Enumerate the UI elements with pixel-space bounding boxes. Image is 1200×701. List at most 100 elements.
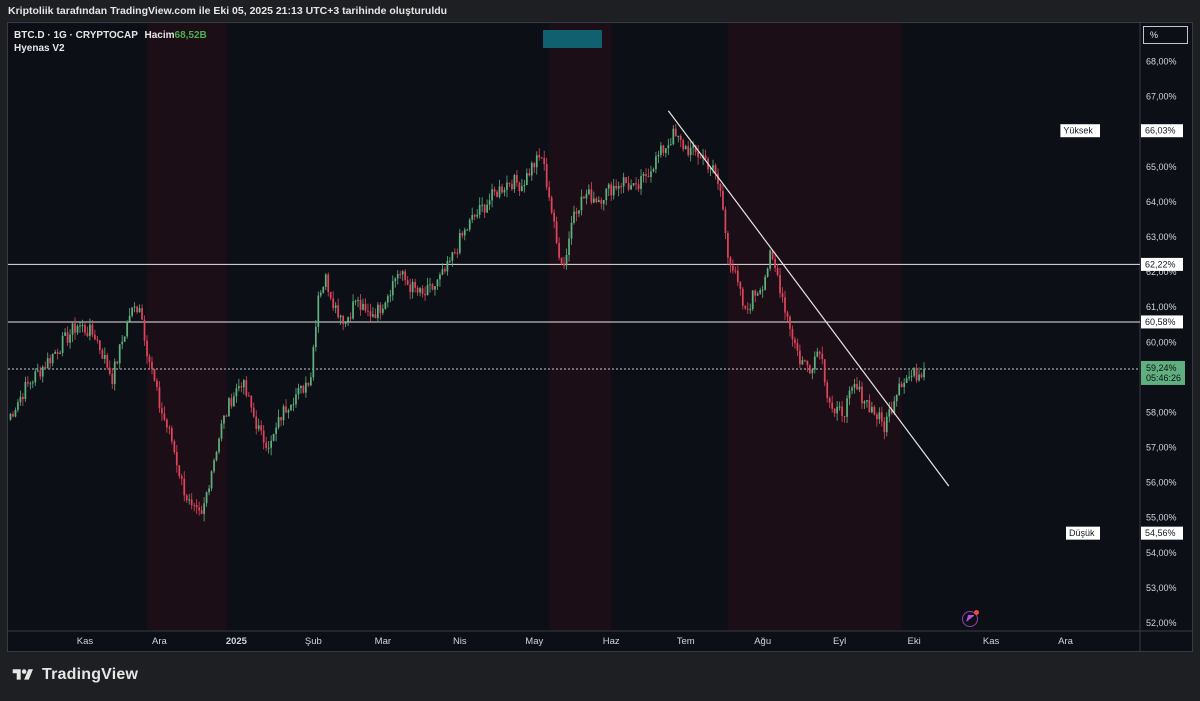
volume-value: 68,52B <box>174 30 207 41</box>
candle-body <box>404 271 407 281</box>
candle-body <box>297 387 300 395</box>
candle-body <box>496 191 498 197</box>
candle-body <box>533 163 536 168</box>
candle-body <box>309 377 312 386</box>
candle-body <box>178 465 181 477</box>
candle-body <box>771 250 774 259</box>
candle-body <box>324 274 327 288</box>
candle-body <box>689 147 692 156</box>
candle-body <box>570 222 573 239</box>
candle-body <box>667 145 670 149</box>
candle-body <box>213 460 215 472</box>
candle-body <box>592 198 595 203</box>
candle-body <box>503 189 506 193</box>
candle-body <box>481 204 484 206</box>
top-caption-bar: Kriptoliik tarafından TradingView.com il… <box>0 0 1200 22</box>
candle-body <box>34 371 37 383</box>
candle-body <box>548 187 551 198</box>
candle-body <box>555 221 558 243</box>
candle-body <box>483 204 486 213</box>
symbol-label[interactable]: BTC.D · 1G · CRYPTOCAP <box>14 30 138 41</box>
candle-body <box>781 293 784 298</box>
candle-body <box>262 430 265 443</box>
candle-body <box>292 404 295 406</box>
candle-body <box>101 349 104 359</box>
candle-body <box>620 186 623 188</box>
price-value-tag <box>1141 124 1183 138</box>
tradingview-brand[interactable]: TradingView <box>10 666 138 684</box>
candle-body <box>920 374 923 378</box>
candle-body <box>44 366 47 369</box>
candle-body <box>218 438 220 453</box>
candle-body <box>717 173 719 184</box>
candle-body <box>300 385 302 388</box>
candle-body <box>166 419 168 428</box>
candle-body <box>677 135 680 137</box>
candle-body <box>265 442 268 449</box>
candle-body <box>476 214 479 217</box>
candle-body <box>764 276 767 290</box>
candle-body <box>79 325 81 327</box>
candle-body <box>903 382 906 388</box>
candle-body <box>687 146 690 156</box>
candle-body <box>399 274 402 276</box>
price-value-tag <box>1141 526 1183 540</box>
candle-body <box>22 396 24 400</box>
candle-body <box>409 284 412 293</box>
candle-body <box>756 293 759 296</box>
candle-body <box>270 440 273 448</box>
candle-body <box>823 359 826 383</box>
candle-body <box>146 340 148 357</box>
candle-body <box>885 416 888 433</box>
candle-body <box>449 260 451 262</box>
candle-body <box>776 267 779 275</box>
candle-body <box>759 290 762 294</box>
x-tick-label: May <box>525 636 543 647</box>
candle-body <box>133 306 136 308</box>
candle-body <box>374 314 377 319</box>
candle-body <box>108 367 111 374</box>
candle-body <box>491 189 493 201</box>
candle-body <box>354 300 357 302</box>
candle-body <box>41 366 44 377</box>
y-tick-label: 60,00% <box>1146 337 1177 347</box>
candle-body <box>520 186 523 192</box>
candle-body <box>64 332 66 336</box>
candle-body <box>545 163 548 188</box>
candle-body <box>806 360 809 366</box>
indicator-name[interactable]: Hyenas V2 <box>14 43 65 54</box>
candle-body <box>76 326 79 333</box>
candle-body <box>672 128 675 145</box>
candle-body <box>151 361 153 369</box>
candle-body <box>565 255 568 266</box>
flash-alert-icon[interactable] <box>962 610 979 627</box>
candle-body <box>640 175 642 190</box>
candle-body <box>89 324 91 336</box>
candle-body <box>170 428 173 442</box>
candle-body <box>573 211 575 223</box>
candle-body <box>813 356 816 370</box>
x-tick-label: Ara <box>152 636 168 647</box>
candle-body <box>337 305 340 318</box>
candle-body <box>223 415 225 424</box>
percent-scale-toggle[interactable]: % <box>1143 26 1188 44</box>
price-value-text: 62,22% <box>1145 259 1176 269</box>
candle-body <box>486 204 488 213</box>
candle-body <box>861 386 863 404</box>
candle-body <box>285 406 287 413</box>
candle-body <box>352 301 354 319</box>
candle-body <box>138 308 141 313</box>
candle-body <box>664 148 667 153</box>
candle-body <box>908 376 911 379</box>
candle-body <box>386 296 389 303</box>
candle-body <box>245 380 248 396</box>
candle-body <box>791 328 794 340</box>
candle-body <box>364 303 367 311</box>
candle-body <box>657 154 660 157</box>
downtrend-line <box>667 110 950 487</box>
candle-body <box>754 290 757 296</box>
candle-body <box>739 282 742 289</box>
candle-body <box>727 233 729 258</box>
candle-body <box>615 185 618 189</box>
